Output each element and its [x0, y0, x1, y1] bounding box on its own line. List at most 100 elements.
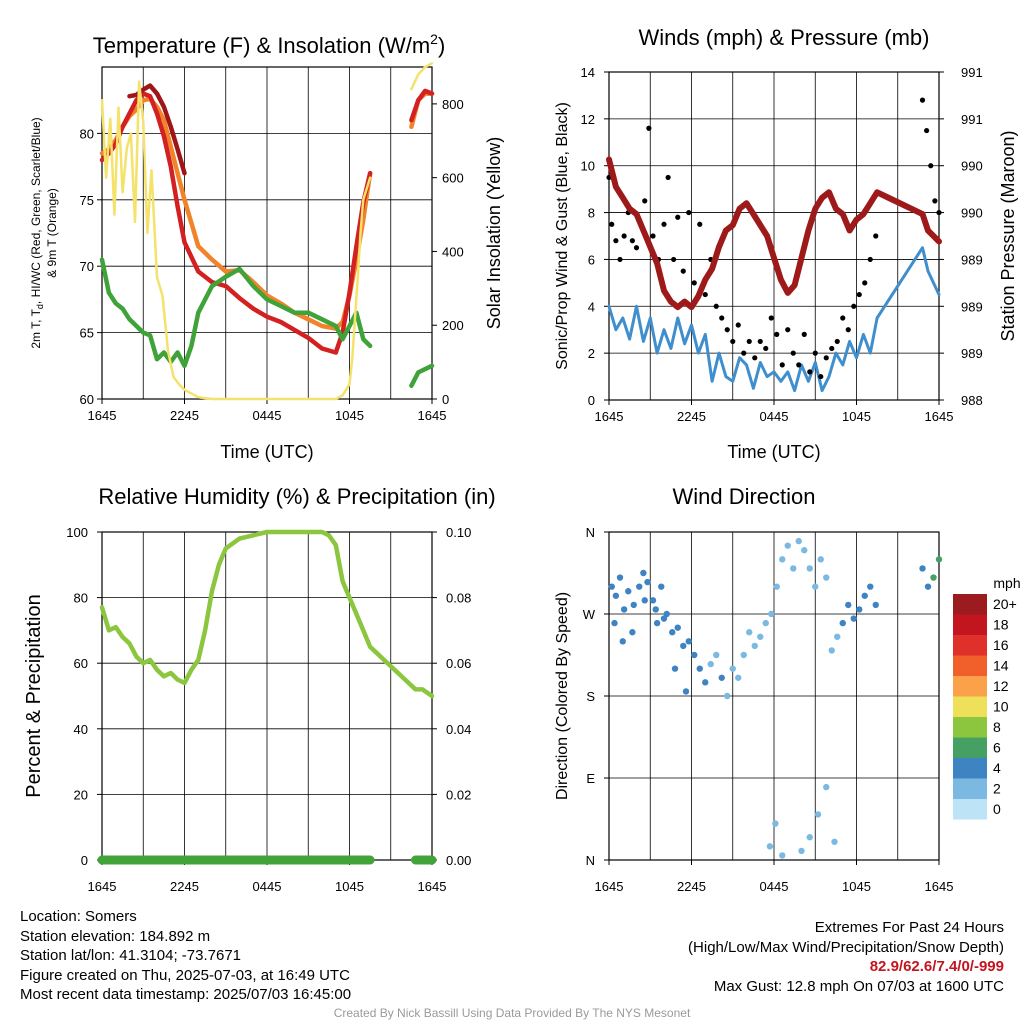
temp-xtick-label: 1645 — [88, 408, 117, 423]
direction-point — [834, 633, 841, 640]
temp-xtick-label: 1645 — [418, 408, 447, 423]
gust-point — [661, 221, 667, 227]
gust-point — [919, 97, 926, 103]
direction-point — [652, 606, 659, 613]
legend-swatch — [953, 696, 987, 717]
max-gust: Max Gust: 12.8 mph On 07/03 at 1600 UTC — [713, 977, 1004, 995]
direction-point — [795, 537, 802, 545]
direction-point — [817, 556, 824, 563]
temp-ytick-label: 70 — [80, 259, 94, 274]
direction-point — [740, 651, 747, 659]
direction-point — [762, 619, 769, 627]
wind-xtick-label: 1645 — [595, 409, 624, 424]
gust-point — [741, 350, 747, 356]
legend-label: 20+ — [993, 596, 1017, 612]
rh-ytick-right-label: 0.06 — [446, 656, 471, 671]
direction-point — [707, 660, 714, 668]
wind-title: Winds (mph) & Pressure (mb) — [639, 25, 930, 50]
direction-point — [779, 852, 786, 859]
gust-point — [680, 268, 686, 274]
wdir-xtick-label: 1645 — [595, 879, 624, 894]
figure-created: Figure created on Thu, 2025-07-03, at 16… — [20, 966, 350, 984]
gust-point — [834, 338, 840, 345]
wind-series-line — [606, 156, 942, 311]
gust-point — [719, 315, 725, 321]
gust-point — [856, 291, 862, 298]
rh-ytick-label: 60 — [74, 656, 88, 671]
gust-point — [713, 303, 719, 309]
wind-xtick-label: 1645 — [925, 409, 954, 424]
direction-point — [685, 638, 692, 645]
direction-point — [691, 651, 698, 659]
gust-point — [823, 355, 829, 361]
wind-xtick-label: 1045 — [842, 409, 871, 424]
temp-ylabel-left: 2m T, Td, HI/WC (Red, Green, Scarlet/Blu… — [29, 117, 45, 348]
legend-label: 2 — [993, 781, 1001, 797]
gust-point — [691, 280, 697, 286]
direction-point — [713, 651, 720, 659]
temp-series-line — [100, 62, 434, 401]
rh-ytick-label: 80 — [74, 591, 88, 606]
rh-ylabel-left: Percent & Precipitation — [23, 594, 45, 797]
direction-point — [768, 610, 775, 618]
extremes-values: 82.9/62.6/7.4/0/-999 — [869, 958, 1004, 975]
direction-point — [660, 615, 668, 622]
gust-point — [650, 233, 656, 239]
temp-ytick-right-label: 200 — [442, 318, 464, 333]
rh-ytick-right-label: 0.04 — [446, 722, 471, 737]
rh-xtick-label: 1645 — [88, 879, 117, 894]
humidity-chart: 0 20 40 60 80 100 0.00 0.02 0.04 0.06 0.08 0.10 1645… — [23, 484, 496, 894]
gust-point — [735, 322, 741, 328]
temp-ylabel-right: Solar Insolation (Yellow) — [484, 137, 504, 329]
direction-point — [682, 688, 690, 695]
temp-ytick-right-label: 0 — [442, 392, 449, 407]
temp-ylabel-sub: d — [35, 304, 45, 309]
gust-point — [724, 327, 730, 333]
temp-series-line — [99, 88, 435, 355]
direction-point — [935, 556, 943, 563]
legend-swatch — [953, 737, 987, 758]
temp-ytick-label: 65 — [80, 326, 94, 341]
gust-point — [790, 350, 796, 356]
direction-point — [608, 583, 615, 590]
direction-point — [616, 574, 624, 581]
temp-ytick-label: 60 — [80, 392, 94, 407]
direction-point — [641, 597, 648, 604]
wind-ytick-label: 12 — [581, 112, 595, 127]
gust-point — [702, 291, 708, 298]
direction-point — [812, 583, 819, 590]
rh-ytick-right-label: 0.00 — [446, 853, 471, 868]
extremes-panel: Extremes For Past 24 Hours (High/Low/Max… — [688, 918, 1004, 996]
direction-point — [772, 820, 779, 827]
gust-point — [812, 350, 818, 356]
gust-point — [621, 233, 627, 239]
gust-point — [768, 315, 774, 321]
temp-xtick-label: 0445 — [253, 408, 282, 423]
wind-series-line — [607, 246, 941, 393]
gust-point — [867, 256, 873, 263]
gust-point — [779, 362, 785, 368]
legend-swatch — [953, 717, 987, 738]
wdir-ytick-label: S — [586, 689, 595, 704]
gust-point — [730, 338, 736, 345]
temp-ytick-label: 80 — [80, 126, 94, 141]
legend-swatch — [953, 676, 987, 697]
temp-ylabel-left-line2: & 9m T (Orange) — [45, 188, 59, 278]
direction-point — [845, 601, 852, 609]
direction-point — [930, 574, 937, 581]
gust-point — [763, 345, 769, 352]
legend-label: 6 — [993, 740, 1001, 756]
direction-point — [625, 588, 632, 595]
direction-point — [671, 665, 679, 672]
gust-point — [646, 125, 652, 131]
wind-ytick-right-label: 989 — [961, 346, 983, 361]
temp-xlabel: Time (UTC) — [220, 442, 313, 462]
wind-ytick-right-label: 988 — [961, 393, 983, 408]
direction-point — [850, 615, 857, 622]
station-elevation: Station elevation: 184.892 m — [20, 927, 211, 945]
wind-ytick-right-label: 989 — [961, 252, 983, 267]
legend-swatch — [953, 614, 987, 635]
wdir-xtick-label: 2245 — [677, 879, 706, 894]
legend-label: 0 — [993, 801, 1001, 817]
